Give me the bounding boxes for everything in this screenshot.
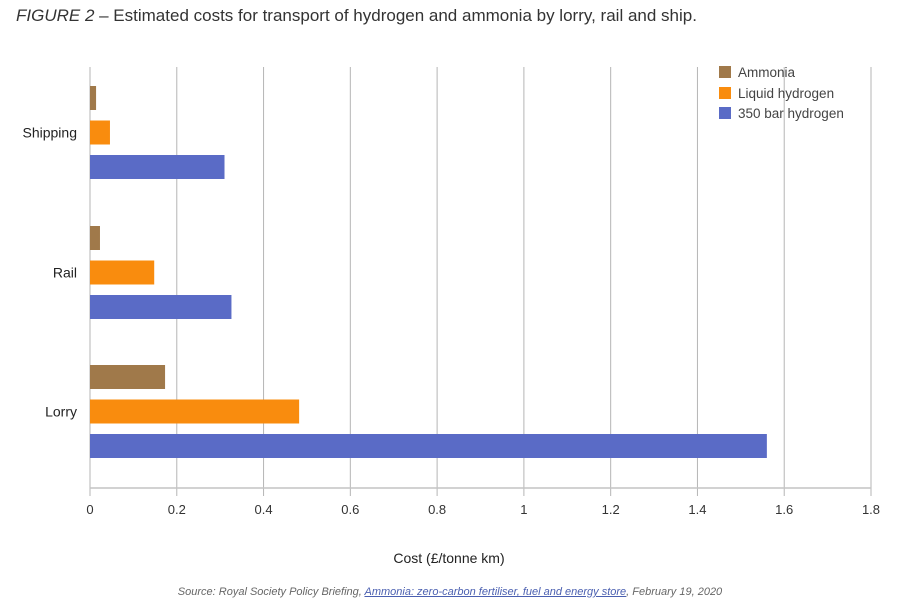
category-label: Lorry <box>45 404 77 420</box>
legend-swatch <box>719 87 731 99</box>
bar-shipping-ammonia <box>90 86 97 110</box>
legend-label: Liquid hydrogen <box>738 86 834 101</box>
legend-swatch <box>719 66 731 78</box>
source-suffix: , February 19, 2020 <box>626 586 723 598</box>
x-tick-label: 1.4 <box>688 502 706 517</box>
bar-shipping-liquid-hydrogen <box>90 120 110 145</box>
bar-shipping-350-bar-hydrogen <box>90 155 225 179</box>
bar-rail-liquid-hydrogen <box>90 260 155 285</box>
gridlines <box>89 67 872 488</box>
x-tick-label: 0 <box>86 502 93 517</box>
x-tick-label: 0.4 <box>255 502 273 517</box>
bar-lorry-ammonia <box>90 365 166 389</box>
x-tick-label: 1.8 <box>862 502 880 517</box>
bar-rail-350-bar-hydrogen <box>90 295 232 319</box>
figure-title: FIGURE 2 – Estimated costs for transport… <box>16 6 697 26</box>
x-axis: 0 0.2 0.4 0.6 0.8 1 1.2 1.4 1.6 1.8 <box>86 487 880 517</box>
legend: Ammonia Liquid hydrogen 350 bar hydrogen <box>705 60 844 124</box>
bar-lorry-350-bar-hydrogen <box>90 434 767 458</box>
category-label: Rail <box>53 265 77 281</box>
x-tick-label: 1.2 <box>602 502 620 517</box>
source-link[interactable]: Ammonia: zero-carbon fertiliser, fuel an… <box>364 586 627 598</box>
figure-title-text: – Estimated costs for transport of hydro… <box>94 6 697 25</box>
source-note: Source: Royal Society Policy Briefing, A… <box>0 586 900 598</box>
bar-chart: 0 0.2 0.4 0.6 0.8 1 1.2 1.4 1.6 1.8 Shipping Rail L… <box>22 60 881 566</box>
legend-background <box>705 60 783 124</box>
figure-label: FIGURE 2 <box>16 6 95 25</box>
bar-rail-ammonia <box>90 226 100 250</box>
bars <box>90 86 767 458</box>
x-tick-label: 0.8 <box>428 502 446 517</box>
x-tick-label: 1.6 <box>775 502 793 517</box>
legend-swatch <box>719 107 731 119</box>
category-label: Shipping <box>23 125 78 141</box>
legend-label: Ammonia <box>738 65 796 80</box>
source-prefix: Source: Royal Society Policy Briefing, <box>177 586 365 598</box>
x-tick-label: 1 <box>520 502 527 517</box>
bar-lorry-liquid-hydrogen <box>90 399 300 424</box>
x-tick-label: 0.6 <box>341 502 359 517</box>
category-labels: Shipping Rail Lorry <box>23 125 78 420</box>
legend-label: 350 bar hydrogen <box>738 106 844 121</box>
x-tick-label: 0.2 <box>168 502 186 517</box>
x-axis-label: Cost (£/tonne km) <box>393 550 504 566</box>
